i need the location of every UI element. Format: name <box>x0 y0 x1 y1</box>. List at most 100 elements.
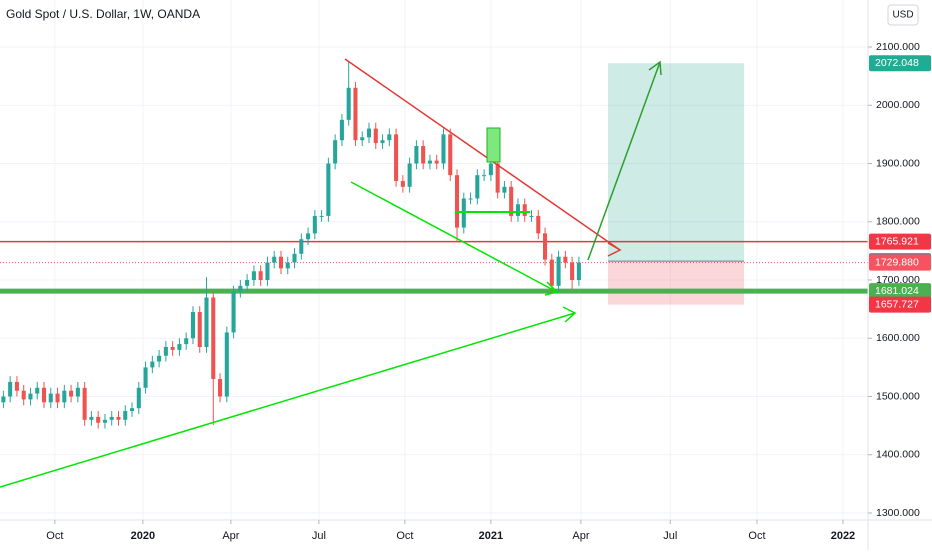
candle-body <box>536 215 541 234</box>
candle-body <box>224 332 229 397</box>
x-tick-label: Jul <box>312 530 326 542</box>
profit-zone <box>608 63 744 262</box>
candle-body <box>563 256 568 263</box>
grid <box>0 0 868 520</box>
price-tag <box>869 55 931 72</box>
y-tick-label: 1400.000 <box>876 449 920 461</box>
candle-body <box>380 140 385 144</box>
candle-body <box>170 346 175 350</box>
x-tick-label: Oct <box>46 530 63 542</box>
candle-body <box>549 259 554 286</box>
candle-body <box>427 160 432 164</box>
y-tick-label: 1800.000 <box>876 216 920 228</box>
candle-body <box>522 204 527 216</box>
arrow-head <box>562 306 577 323</box>
candle-body <box>306 233 311 240</box>
y-tick-label: 1600.000 <box>876 332 920 344</box>
candle-body <box>346 87 351 120</box>
price-tag-label: 1681.024 <box>875 285 919 297</box>
arrow-head <box>648 60 662 76</box>
candle-body <box>231 291 236 333</box>
candle-body <box>366 128 372 138</box>
price-tag <box>869 254 931 271</box>
candle-body <box>543 233 548 260</box>
candle-body <box>515 204 520 216</box>
candle-body <box>251 271 256 281</box>
candle-body <box>312 215 317 234</box>
price-tag <box>869 296 931 313</box>
candle-body <box>502 186 507 193</box>
candle-body <box>245 280 250 286</box>
candle-body <box>184 338 189 345</box>
candle-body <box>509 186 514 216</box>
candle-body <box>75 387 80 397</box>
x-tick-label: 2022 <box>831 530 855 542</box>
candle-body <box>62 390 67 403</box>
candle-body <box>421 146 426 164</box>
candle-body <box>218 379 223 397</box>
trend-lines <box>0 58 662 488</box>
red-trend-line <box>344 58 621 251</box>
candle-body <box>570 262 575 281</box>
candles <box>1 61 581 429</box>
candle-body <box>265 262 270 281</box>
y-tick-label: 1500.000 <box>876 390 920 402</box>
target-arrow <box>587 61 661 261</box>
candle-body <box>109 416 114 420</box>
candle-body <box>55 393 60 403</box>
candle-body <box>576 262 581 281</box>
candle-body <box>258 271 263 281</box>
candle-body <box>1 396 6 403</box>
chart-title: Gold Spot / U.S. Dollar, 1W, OANDA <box>6 7 200 21</box>
candle-body <box>157 355 162 362</box>
price-tag <box>869 233 931 250</box>
candle-body <box>116 416 121 420</box>
candle-body <box>69 390 74 397</box>
x-tick-label: Apr <box>222 530 239 542</box>
candle-body <box>143 367 148 388</box>
candle-body <box>41 387 47 403</box>
candle-body <box>414 146 419 164</box>
candle-body <box>35 387 40 394</box>
candle-body <box>319 215 324 217</box>
candle-body <box>454 175 460 228</box>
x-tick-label: 2021 <box>479 530 503 542</box>
candle-body <box>136 387 141 409</box>
axes: 1300.000 1400.000 1500.000 1600.000 1700.000… <box>46 41 931 542</box>
candle-body <box>48 393 53 403</box>
price-tag <box>869 283 931 300</box>
arrow-head <box>607 242 622 257</box>
currency-button[interactable] <box>887 4 919 26</box>
price-tag-label: 1729.880 <box>875 256 919 268</box>
price-tag-label: 1765.921 <box>875 235 919 247</box>
candle-body <box>190 312 195 339</box>
candle-body <box>177 344 182 350</box>
candle-body <box>123 411 128 420</box>
green-trend-line <box>350 181 558 293</box>
currency-label[interactable]: USD <box>892 10 913 21</box>
candle-body <box>488 163 493 176</box>
candle-body <box>468 198 473 200</box>
candle-body <box>272 256 277 263</box>
candle-body <box>82 387 87 420</box>
candle-body <box>360 137 365 141</box>
candle-body <box>96 416 101 423</box>
candle-body <box>475 175 480 199</box>
candle-body <box>14 381 19 391</box>
price-tag-label: 2072.048 <box>875 57 919 69</box>
x-tick-label: Oct <box>748 530 765 542</box>
y-tick-label: 1300.000 <box>876 507 920 519</box>
support-arrow <box>0 312 576 488</box>
candle-body <box>326 163 331 216</box>
candle-body <box>299 239 304 254</box>
candle-body <box>8 381 13 397</box>
candle-body <box>529 215 534 217</box>
candle-body <box>387 134 392 141</box>
candle-body <box>204 297 209 347</box>
candle-body <box>102 419 107 423</box>
y-tick-label: 2100.000 <box>876 41 920 53</box>
drawings <box>0 63 868 305</box>
x-tick-label: Jul <box>663 530 677 542</box>
arrow-head <box>544 281 559 296</box>
candle-body <box>163 346 168 356</box>
